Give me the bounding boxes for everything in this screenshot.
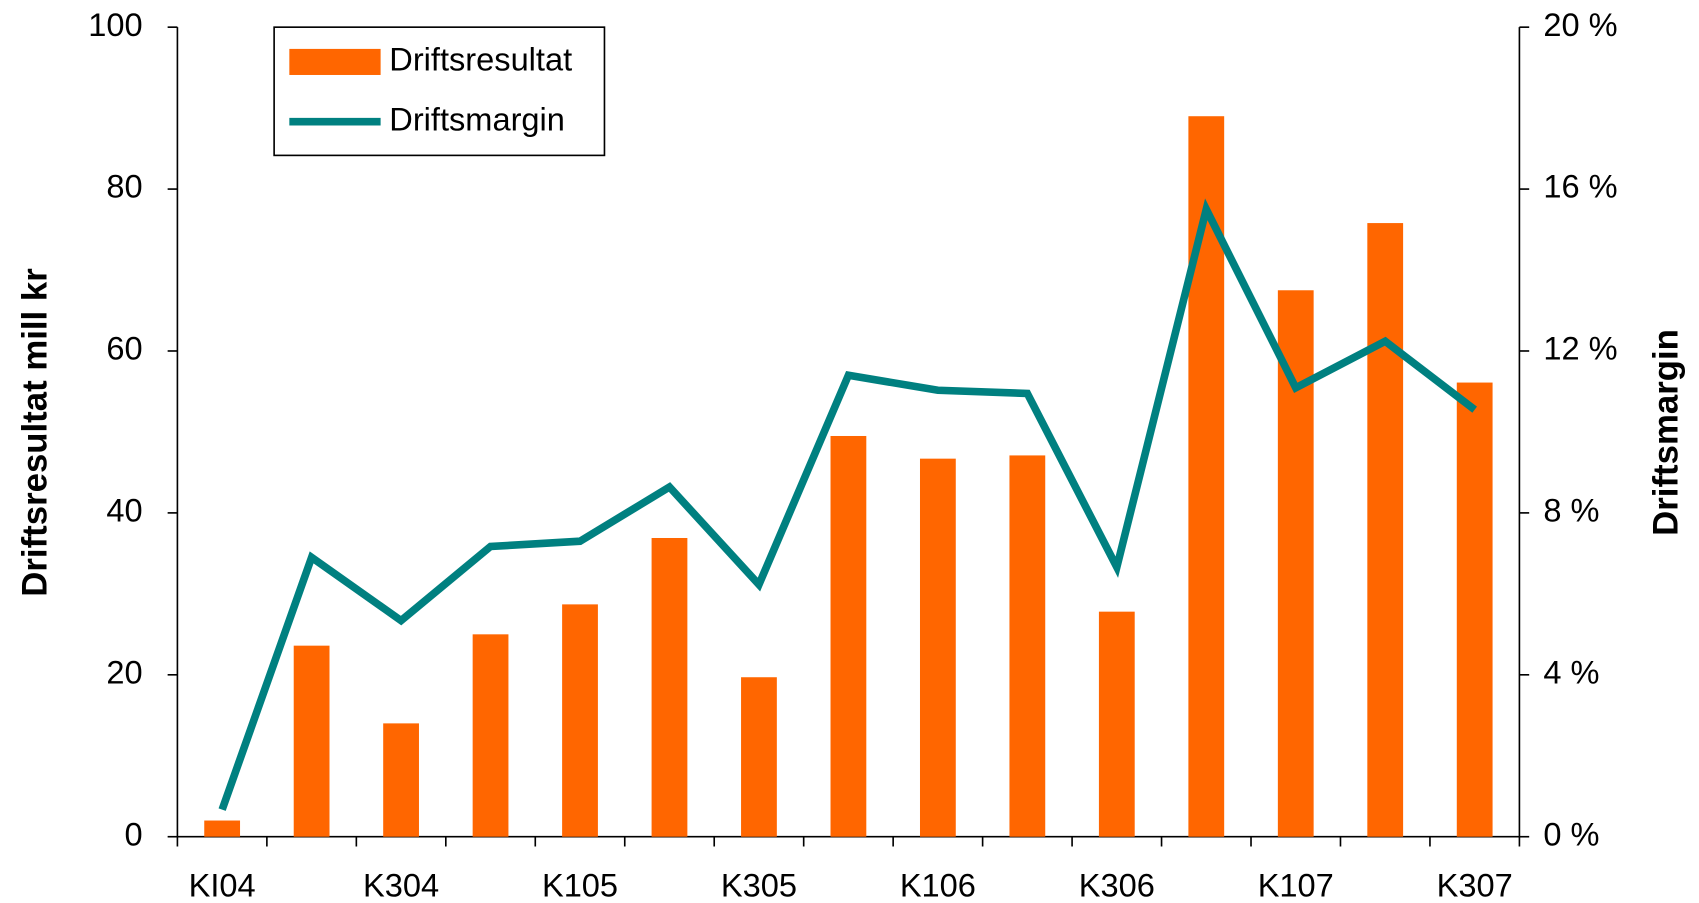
x-tick-label: K307: [1437, 866, 1513, 903]
x-tick-label: K107: [1258, 866, 1334, 903]
bar: [383, 723, 419, 837]
legend-label: Driftsmargin: [389, 100, 565, 137]
bar: [1456, 382, 1493, 837]
bar: [1277, 290, 1314, 837]
bar: [651, 537, 688, 837]
legend-swatch: [289, 48, 381, 75]
y2-tick-label: 16 %: [1543, 168, 1617, 205]
x-tick-label: K304: [363, 866, 439, 903]
bar: [204, 820, 241, 837]
y2-axis-title: Driftsmargin: [1647, 329, 1685, 536]
x-tick-label: K105: [542, 866, 618, 903]
y-tick-label: 20: [106, 653, 142, 690]
y2-tick-label: 12 %: [1543, 330, 1617, 367]
y-tick-label: 60: [106, 330, 142, 367]
y2-tick-label: 0 %: [1543, 815, 1599, 852]
x-tick-label: K306: [1079, 866, 1155, 903]
bar: [919, 458, 956, 837]
y-axis-title: Driftsresultat mill kr: [16, 268, 54, 596]
legend-box: [273, 26, 606, 157]
bar: [562, 604, 598, 837]
y-tick-label: 0: [125, 815, 143, 852]
legend-label: Driftsresultat: [389, 41, 572, 78]
y-tick-label: 40: [106, 492, 142, 529]
bar: [1009, 455, 1046, 837]
x-tick-label: K305: [721, 866, 797, 903]
bar: [293, 645, 330, 837]
x-tick-label: K106: [900, 866, 976, 903]
y2-tick-label: 8 %: [1543, 492, 1599, 529]
bar: [741, 677, 777, 837]
x-tick-label: KI04: [189, 866, 256, 903]
line: [218, 198, 1477, 811]
bar: [1098, 611, 1135, 837]
bar: [830, 435, 867, 837]
y-tick-label: 80: [106, 168, 142, 205]
bar: [472, 634, 509, 837]
bar: [1367, 223, 1404, 837]
y-tick-label: 100: [88, 6, 142, 43]
y2-tick-label: 20 %: [1543, 6, 1617, 43]
y2-tick-label: 4 %: [1543, 653, 1599, 690]
